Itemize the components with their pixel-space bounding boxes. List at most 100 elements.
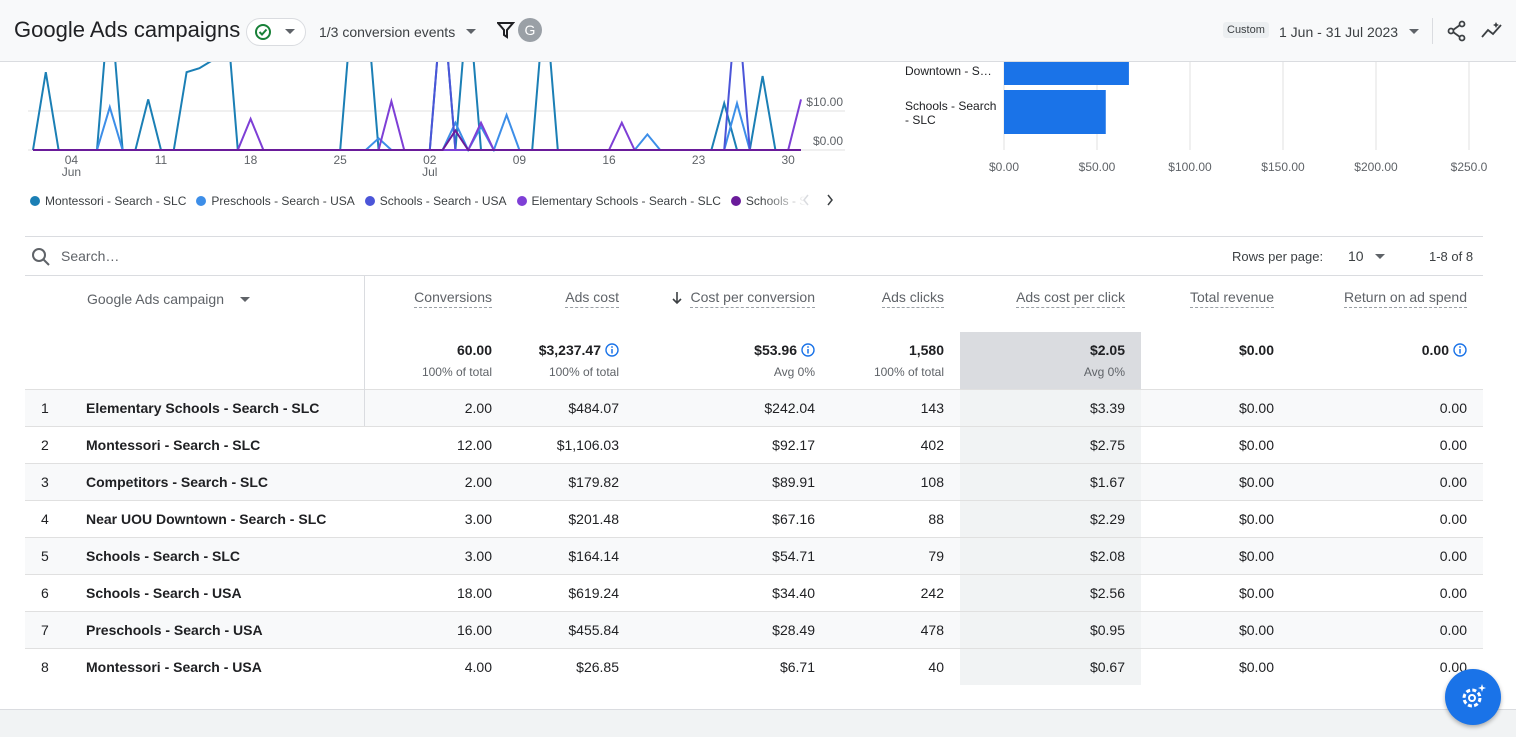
table-cell: $34.40 [772,585,815,601]
caret [1409,29,1419,34]
legend-item[interactable]: Schools - Search - USA [364,194,507,208]
table-cell: 0.00 [1439,511,1467,527]
highlight-cell [960,575,1141,611]
legend-item[interactable]: Preschools - Search - USA [196,194,355,208]
total-note: 100% of total [421,365,492,379]
table-row [25,463,1483,500]
row-index: 7 [41,622,49,638]
dimension-header: Google Ads campaign [87,291,224,307]
highlight-cell [960,649,1141,685]
legend: Montessori - Search - SLC Preschools - Se… [30,193,806,209]
status-chip[interactable] [246,18,306,46]
bar [1004,62,1129,85]
column-header[interactable]: Ads cost [565,289,619,308]
column-header[interactable]: Return on ad spend [1344,289,1467,308]
table-cell: 2.00 [464,400,492,416]
table-cell: $28.49 [772,622,815,638]
table-cell: 0.00 [1439,548,1467,564]
conversion-events[interactable]: 1/3 conversion events [319,24,456,40]
search-input[interactable]: Search… [61,248,120,264]
column-header[interactable]: Cost per conversion [690,289,815,308]
legend-pager[interactable] [800,193,840,207]
x-tick-label: 04 Jun [61,153,82,179]
divider [1432,18,1433,44]
column-header[interactable]: Conversions [414,289,492,308]
column-divider [364,276,365,685]
table-cell: $2.29 [1089,511,1125,527]
table-cell: 4.00 [464,659,492,675]
legend-item[interactable]: Elementary Schools - Search - SLC [516,194,721,208]
info-icon[interactable] [1453,343,1467,357]
share-icon[interactable] [1446,20,1468,42]
campaign-name: Elementary Schools - Search - SLC [86,400,320,416]
x-tick-label: 18 [243,153,258,167]
column-divider [364,276,365,685]
report-title: Google Ads campaigns [14,17,241,42]
x-tick-label: $150.00 [1261,160,1305,174]
table-row [25,537,1483,574]
table-cell: $67.16 [772,511,815,527]
highlight-cell [960,390,1141,426]
table-cell: 40 [928,659,944,675]
search-icon [32,248,50,266]
legend-dot [364,196,375,206]
table-cell: $0.00 [1238,437,1274,453]
x-tick-label: 09 [512,153,527,167]
table-cell: $3.39 [1089,400,1125,416]
y-tick-label: $10.00 [806,95,843,109]
campaign-name: Schools - Search - SLC [86,548,241,564]
table-cell: 0.00 [1439,437,1467,453]
table-cell: $54.71 [772,548,815,564]
table-cell: 108 [920,474,944,490]
x-tick-label: $200.00 [1354,160,1398,174]
table-row [25,648,1483,685]
series-line [33,99,801,152]
total-note: 100% of total [548,365,619,379]
table-cell: $26.85 [576,659,619,675]
total-value: 0.00 [1421,342,1449,358]
row-index: 5 [41,548,49,564]
legend-item[interactable]: Montessori - Search - SLC [30,194,186,208]
table-cell: $164.14 [568,548,619,564]
legend-item[interactable]: Schools - Search - SLC [730,194,806,208]
table-cell: $0.00 [1238,659,1274,675]
table-cell: $2.56 [1089,585,1125,601]
series-line [33,62,801,151]
campaign-name: Montessori - Search - SLC [86,437,261,453]
x-tick-label: 11 [154,153,168,167]
table-cell: $2.75 [1089,437,1125,453]
line-chart: $0.00 $10.00 [28,62,845,152]
campaign-name: Competitors - Search - SLC [86,474,269,490]
table-cell: $0.00 [1238,585,1274,601]
column-header[interactable]: Ads cost per click [1016,289,1125,308]
table-cell: 242 [920,585,944,601]
column-header[interactable]: Ads clicks [881,289,944,308]
info-icon[interactable] [605,343,619,357]
info-icon[interactable] [801,343,815,357]
series-line [32,62,801,151]
legend-dot [516,196,527,206]
row-index: 2 [41,437,49,453]
rows-per-page-label: Rows per page: [1232,249,1324,264]
table-cell: 18.00 [456,585,492,601]
caret [285,29,295,34]
row-index: 3 [41,474,49,490]
legend-label: Montessori - Search - SLC [45,194,187,208]
row-index: 4 [41,511,49,527]
gear-icon [1462,684,1486,708]
table-cell: $6.71 [779,659,815,675]
filter-icon[interactable] [497,21,515,39]
column-header[interactable]: Total revenue [1189,289,1274,308]
legend-label: Schools - Search - USA [379,194,507,208]
campaign-name: Near UOU Downtown - Search - SLC [86,511,327,527]
table-cell: 0.00 [1439,585,1467,601]
sort-caret[interactable] [240,297,250,303]
rows-per-page[interactable]: 10 [1348,248,1364,264]
assistant-button[interactable] [1445,669,1501,725]
date-range[interactable]: 1 Jun - 31 Jul 2023 [1279,24,1399,40]
table-row [25,500,1483,537]
table-cell: $455.84 [568,622,619,638]
insights-icon[interactable] [1480,20,1504,42]
avatar[interactable]: G [518,18,542,42]
legend-label: Elementary Schools - Search - SLC [531,194,721,208]
